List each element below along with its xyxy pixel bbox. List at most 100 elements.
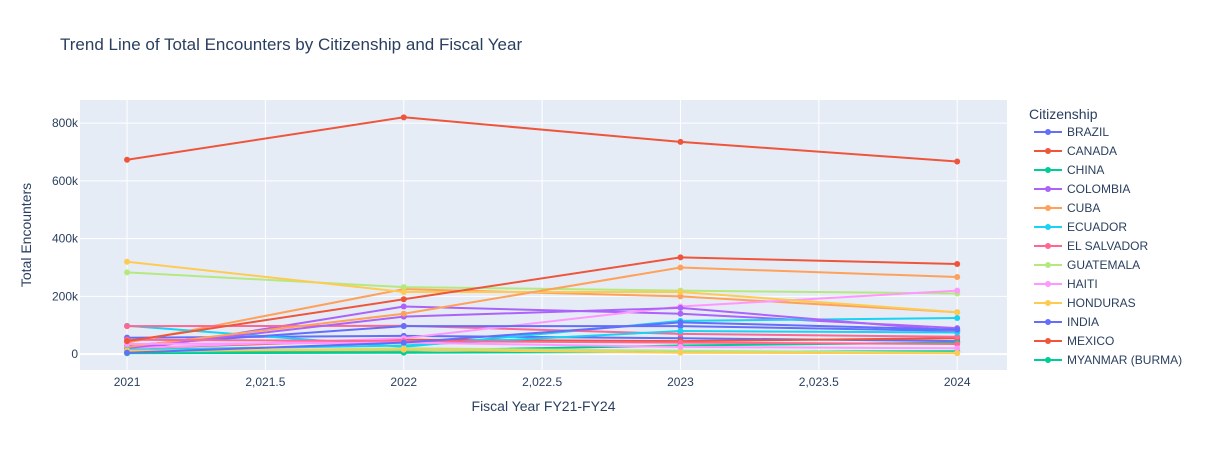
series-line[interactable] bbox=[126, 271, 958, 295]
series-line[interactable] bbox=[126, 348, 958, 355]
data-point[interactable] bbox=[677, 349, 684, 356]
data-point[interactable] bbox=[954, 315, 961, 322]
series-lines bbox=[124, 114, 961, 357]
data-point[interactable] bbox=[400, 284, 407, 291]
x-tick-label: 2,021.5 bbox=[245, 375, 285, 389]
x-tick-label: 2,022.5 bbox=[522, 375, 562, 389]
legend-item-ecuador[interactable]: ECUADOR bbox=[1034, 220, 1127, 234]
legend-item-haiti[interactable]: HAITI bbox=[1034, 277, 1098, 291]
data-point[interactable] bbox=[400, 114, 407, 121]
x-tick-label: 2021 bbox=[114, 375, 141, 389]
series-line[interactable] bbox=[126, 305, 958, 353]
series-series-21[interactable] bbox=[124, 319, 961, 356]
data-point[interactable] bbox=[677, 289, 684, 296]
data-point[interactable] bbox=[954, 345, 961, 352]
grid-lines bbox=[80, 100, 1007, 370]
data-point[interactable] bbox=[954, 158, 961, 165]
series-line[interactable] bbox=[126, 325, 958, 347]
series-series-20[interactable] bbox=[124, 346, 961, 357]
legend-item-myanmar-burma[interactable]: MYANMAR (BURMA) bbox=[1034, 353, 1182, 367]
legend-label: MEXICO bbox=[1067, 334, 1114, 348]
series-line[interactable] bbox=[126, 324, 958, 338]
legend-swatch-marker bbox=[1045, 167, 1051, 173]
legend-item-china[interactable]: CHINA bbox=[1034, 163, 1104, 177]
y-tick-label: 0 bbox=[71, 347, 78, 361]
data-point[interactable] bbox=[677, 339, 684, 346]
data-point[interactable] bbox=[954, 341, 961, 348]
data-point[interactable] bbox=[400, 310, 407, 317]
data-point[interactable] bbox=[677, 264, 684, 271]
data-point[interactable] bbox=[400, 289, 407, 296]
series-line[interactable] bbox=[126, 116, 958, 163]
series-line[interactable] bbox=[126, 306, 958, 350]
legend-label: GUATEMALA bbox=[1067, 258, 1140, 272]
data-point[interactable] bbox=[124, 258, 131, 265]
x-tick-label: 2022 bbox=[390, 375, 417, 389]
legend-swatch-marker bbox=[1045, 338, 1051, 344]
series-line[interactable] bbox=[126, 321, 958, 354]
data-point[interactable] bbox=[954, 261, 961, 268]
legend-item-guatemala[interactable]: GUATEMALA bbox=[1034, 258, 1140, 272]
data-point[interactable] bbox=[677, 310, 684, 317]
series-line[interactable] bbox=[126, 260, 958, 314]
series-honduras[interactable] bbox=[124, 258, 961, 316]
legend-label: INDIA bbox=[1067, 315, 1099, 329]
data-point[interactable] bbox=[677, 328, 684, 335]
data-point[interactable] bbox=[954, 350, 961, 357]
legend-item-india[interactable]: INDIA bbox=[1034, 315, 1099, 329]
legend-item-honduras[interactable]: HONDURAS bbox=[1034, 296, 1136, 310]
data-point[interactable] bbox=[400, 323, 407, 330]
legend-label: CUBA bbox=[1067, 201, 1100, 215]
data-point[interactable] bbox=[954, 287, 961, 294]
data-point[interactable] bbox=[677, 343, 684, 350]
legend-item-mexico[interactable]: MEXICO bbox=[1034, 334, 1114, 348]
legend-label: COLOMBIA bbox=[1067, 182, 1130, 196]
data-point[interactable] bbox=[400, 296, 407, 303]
legend-swatch-marker bbox=[1045, 281, 1051, 287]
legend-label: HAITI bbox=[1067, 277, 1098, 291]
legend-item-canada[interactable]: CANADA bbox=[1034, 144, 1117, 158]
x-tick-label: 2,023.5 bbox=[799, 375, 839, 389]
data-point[interactable] bbox=[677, 293, 684, 300]
legend-swatch-marker bbox=[1045, 300, 1051, 306]
tick-labels: 2021 2,021.5 2022 2,022.5 2023 2,023.5 2024 0 20… bbox=[52, 116, 971, 389]
series-line[interactable] bbox=[126, 338, 958, 345]
legend-item-colombia[interactable]: COLOMBIA bbox=[1034, 182, 1130, 196]
data-point[interactable] bbox=[954, 333, 961, 340]
series-line[interactable] bbox=[126, 266, 958, 348]
legend-item-brazil[interactable]: BRAZIL bbox=[1034, 125, 1109, 139]
data-point[interactable] bbox=[124, 323, 131, 330]
legend-item-el-salvador[interactable]: EL SALVADOR bbox=[1034, 239, 1148, 253]
data-point[interactable] bbox=[677, 319, 684, 326]
series-line[interactable] bbox=[126, 256, 958, 343]
legend-label: BRAZIL bbox=[1067, 125, 1109, 139]
chart-title: Trend Line of Total Encounters by Citize… bbox=[60, 35, 522, 54]
data-point[interactable] bbox=[124, 338, 131, 345]
data-point[interactable] bbox=[124, 269, 131, 276]
series-line[interactable] bbox=[126, 341, 958, 350]
data-point[interactable] bbox=[400, 339, 407, 346]
x-tick-label: 2024 bbox=[944, 375, 971, 389]
data-point[interactable] bbox=[400, 303, 407, 310]
legend-swatch-marker bbox=[1045, 205, 1051, 211]
series-mexico[interactable] bbox=[124, 114, 961, 165]
data-point[interactable] bbox=[677, 304, 684, 311]
series-series-22[interactable] bbox=[124, 254, 961, 345]
data-point[interactable] bbox=[677, 138, 684, 145]
legend-label: ECUADOR bbox=[1067, 220, 1127, 234]
legend-item-cuba[interactable]: CUBA bbox=[1034, 201, 1100, 215]
legend-swatch-marker bbox=[1045, 243, 1051, 249]
data-point[interactable] bbox=[400, 346, 407, 353]
y-tick-label: 400k bbox=[52, 232, 79, 246]
data-point[interactable] bbox=[124, 349, 131, 356]
data-point[interactable] bbox=[954, 309, 961, 316]
x-axis-title: Fiscal Year FY21-FY24 bbox=[472, 398, 616, 414]
data-point[interactable] bbox=[954, 274, 961, 281]
legend-swatch-marker bbox=[1045, 129, 1051, 135]
legend-label: CANADA bbox=[1067, 144, 1117, 158]
legend[interactable]: BRAZIL CANADA CHINA COLOMBIA CUBA ECUADOR EL S… bbox=[1034, 125, 1182, 367]
data-point[interactable] bbox=[124, 156, 131, 163]
legend-label: MYANMAR (BURMA) bbox=[1067, 353, 1182, 367]
data-point[interactable] bbox=[677, 254, 684, 261]
data-point[interactable] bbox=[954, 326, 961, 333]
